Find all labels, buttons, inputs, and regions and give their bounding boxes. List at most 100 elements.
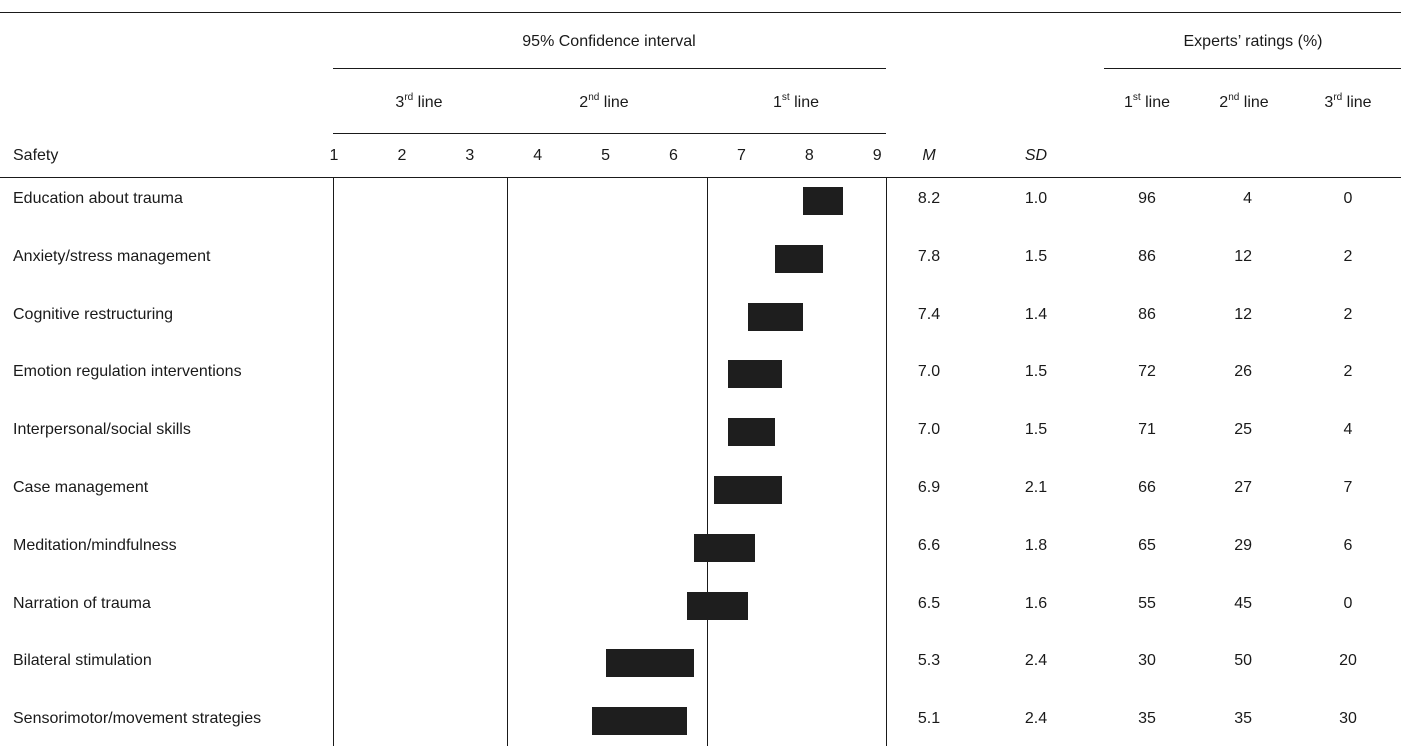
row-label: Anxiety/stress management: [13, 247, 211, 265]
first-line-pct-cell: 72: [1138, 363, 1156, 381]
second-line-pct-cell: 12: [1234, 305, 1252, 323]
experts-title: Experts’ ratings (%): [1183, 33, 1323, 50]
row-label: Case management: [13, 479, 149, 496]
scale-tick-label: 4: [533, 147, 543, 164]
third-line-pct-cell: 2: [1343, 247, 1353, 265]
mean-cell: 6.6: [917, 536, 941, 554]
second-line-pct-cell: 25: [1234, 421, 1252, 439]
mean-header: M: [922, 147, 936, 164]
second-line-pct-cell: 50: [1234, 652, 1252, 670]
experts-title-rule: [1104, 68, 1401, 69]
first-line-pct-cell: 30: [1138, 652, 1156, 670]
second-line-pct-cell: 12: [1234, 247, 1252, 265]
second-line-pct-cell: 27: [1234, 479, 1252, 496]
scale-tick-label: 5: [601, 147, 611, 164]
scale-tick-label: 2: [397, 147, 407, 164]
scale-tick-label: 1: [329, 147, 339, 164]
row-label: Narration of trauma: [13, 594, 151, 612]
mean-cell: 6.5: [917, 594, 941, 612]
experts-col-2nd-line: 2nd line: [1219, 92, 1269, 112]
row-label: Bilateral stimulation: [13, 652, 152, 670]
row-label: Cognitive restructuring: [13, 305, 174, 323]
scale-right-border: [886, 177, 887, 746]
ci-group-3rd-line: 3rd line: [395, 92, 443, 112]
scale-tick-label: 6: [669, 147, 678, 164]
second-line-pct-cell: 35: [1234, 710, 1252, 728]
experts-col-2nd-sup: nd: [1228, 92, 1240, 103]
ci-group-2nd-num: 2: [579, 94, 589, 111]
third-line-pct-cell: 20: [1339, 652, 1357, 670]
ci-bar: [727, 418, 776, 447]
sd-cell: 2.4: [1024, 652, 1048, 670]
mean-cell: 6.9: [917, 479, 941, 496]
second-line-pct-cell: 4: [1243, 190, 1252, 207]
row-label: Education about trauma: [13, 190, 183, 207]
ci-bar: [748, 302, 803, 331]
first-line-pct-cell: 55: [1138, 594, 1156, 612]
scale-left-border: [333, 177, 334, 746]
sd-cell: 1.4: [1024, 305, 1048, 323]
third-line-pct-cell: 0: [1343, 190, 1353, 207]
sd-cell: 1.6: [1024, 594, 1048, 612]
mean-cell: 7.4: [917, 305, 941, 323]
ci-title: 95% Confidence interval: [522, 33, 696, 50]
line-groups-rule: [333, 133, 886, 134]
first-line-pct-cell: 86: [1138, 305, 1156, 323]
ci-group-1st-line: 1st line: [773, 93, 820, 112]
experts-col-3rd-num: 3: [1324, 94, 1334, 111]
sd-cell: 1.5: [1024, 363, 1048, 381]
zone-divider-6-7: [707, 177, 708, 746]
ci-group-3rd-word: line: [413, 94, 443, 111]
sd-cell: 2.4: [1024, 710, 1048, 728]
ci-bar: [714, 476, 783, 504]
third-line-pct-cell: 2: [1343, 305, 1353, 323]
third-line-pct-cell: 0: [1343, 594, 1353, 612]
third-line-pct-cell: 30: [1339, 710, 1357, 728]
second-line-pct-cell: 29: [1234, 536, 1252, 554]
sd-header: SD: [1024, 147, 1048, 164]
row-label: Meditation/mindfulness: [13, 536, 177, 554]
third-line-pct-cell: 7: [1343, 479, 1353, 496]
zone-divider-3-4: [507, 177, 508, 746]
sd-cell: 1.0: [1024, 190, 1048, 207]
third-line-pct-cell: 4: [1343, 421, 1353, 439]
ci-bar: [693, 533, 755, 562]
third-line-pct-cell: 2: [1343, 363, 1353, 381]
sd-cell: 2.1: [1024, 479, 1048, 496]
ci-group-2nd-word: line: [599, 94, 629, 111]
section-label-safety: Safety: [13, 147, 59, 164]
experts-col-1st-line: 1st line: [1123, 92, 1170, 112]
column-header-rule: [0, 177, 1401, 178]
ci-group-2nd-sup: nd: [588, 92, 600, 103]
mean-cell: 7.0: [917, 421, 941, 439]
ci-bar: [802, 187, 844, 215]
experts-col-1st-sup: st: [1132, 92, 1141, 103]
second-line-pct-cell: 26: [1234, 363, 1252, 381]
scale-tick-label: 7: [736, 147, 746, 164]
row-label: Sensorimotor/movement strategies: [13, 710, 262, 728]
experts-col-3rd-sup: rd: [1333, 92, 1343, 103]
ci-bar: [775, 244, 823, 273]
experts-col-3rd-line: 3rd line: [1324, 92, 1371, 112]
mean-cell: 5.1: [917, 710, 941, 728]
first-line-pct-cell: 66: [1138, 479, 1156, 496]
ci-bar: [592, 707, 688, 736]
third-line-pct-cell: 6: [1343, 536, 1353, 554]
ci-bar: [727, 360, 783, 389]
row-label: Interpersonal/social skills: [13, 421, 191, 439]
ci-title-rule: [333, 68, 886, 69]
first-line-pct-cell: 96: [1138, 190, 1156, 207]
first-line-pct-cell: 86: [1138, 247, 1156, 265]
first-line-pct-cell: 35: [1138, 710, 1156, 728]
second-line-pct-cell: 45: [1234, 594, 1252, 612]
ci-group-3rd-sup: rd: [404, 92, 414, 103]
experts-col-2nd-word: line: [1239, 94, 1269, 111]
mean-cell: 7.0: [917, 363, 941, 381]
ci-group-2nd-line: 2nd line: [579, 92, 629, 112]
experts-col-1st-num: 1: [1123, 94, 1133, 111]
ci-bar: [605, 649, 694, 678]
first-line-pct-cell: 71: [1138, 421, 1156, 439]
ci-group-1st-word: line: [789, 94, 820, 111]
mean-cell: 8.2: [917, 190, 941, 207]
